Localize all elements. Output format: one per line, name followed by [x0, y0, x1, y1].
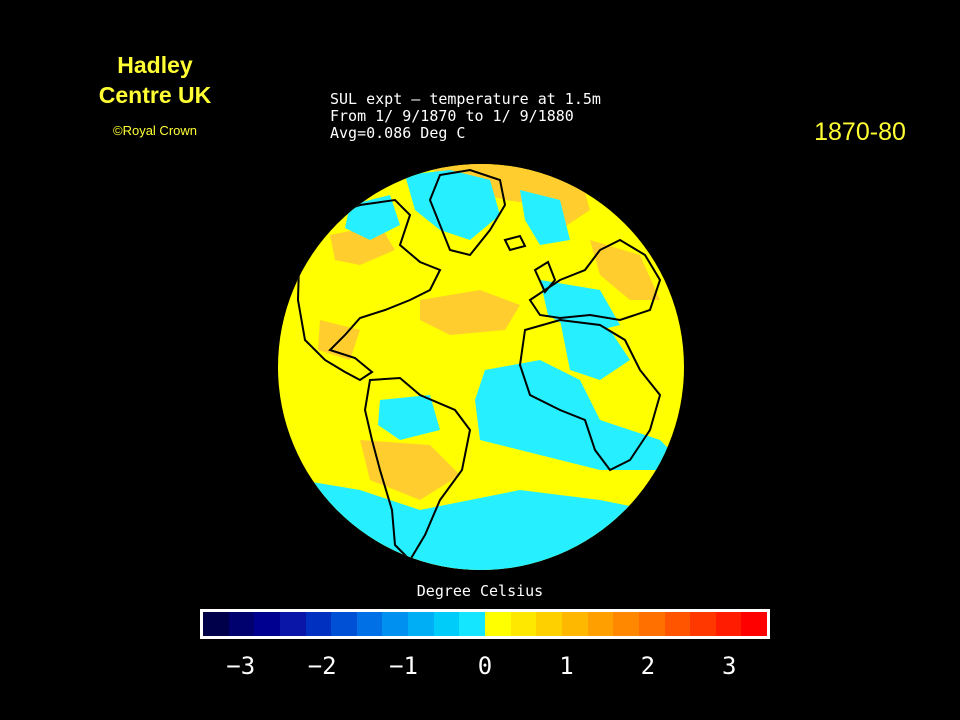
colorbar-swatch-14	[561, 612, 588, 636]
cool-patch-caribbean	[378, 395, 440, 440]
colorbar-swatch-6	[356, 612, 383, 636]
colorbar-swatch-12	[510, 612, 537, 636]
coast-iceland	[503, 234, 527, 252]
coast-north-america	[296, 198, 442, 382]
warm-patch-scandinavia	[590, 240, 660, 300]
cool-patch-europe	[540, 280, 620, 335]
colorbar	[200, 609, 770, 639]
map-title-line2: From 1/ 9/1870 to 1/ 9/1880	[330, 107, 574, 125]
coastlines	[296, 168, 662, 562]
credit-title: Hadley Centre UK	[60, 50, 250, 110]
colorbar-label: Degree Celsius	[416, 582, 544, 600]
colorbar-tick-1: −2	[307, 652, 337, 680]
colorbar-tick-0: −3	[226, 652, 256, 680]
colorbar-swatch-10	[459, 612, 486, 636]
colorbar-swatch-1	[228, 612, 255, 636]
coast-greenland	[428, 168, 507, 257]
colorbar-swatch-9	[433, 612, 460, 636]
credit-title-line2: Centre UK	[98, 82, 212, 108]
colorbar-swatch-8	[408, 612, 434, 636]
colorbar-swatch-4	[305, 612, 332, 636]
colorbar-swatch-2	[254, 612, 280, 636]
cool-patch-arctic-east	[520, 190, 570, 245]
coast-south-america	[363, 376, 472, 562]
colorbar-swatch-21	[741, 612, 768, 636]
cool-patch-greenland	[405, 170, 500, 240]
colorbar-swatch-20	[715, 612, 742, 636]
warm-patch-atlantic	[420, 290, 520, 335]
map-title: SUL expt – temperature at 1.5m From 1/ 9/…	[330, 91, 650, 142]
colorbar-tick-6: 3	[722, 652, 737, 680]
map-title-line3: Avg=0.086 Deg C	[330, 124, 466, 142]
colorbar-swatch-3	[279, 612, 306, 636]
colorbar-swatch-0	[203, 612, 229, 636]
colorbar-swatch-16	[613, 612, 639, 636]
colorbar-swatch-11	[485, 612, 511, 636]
cool-patch-tropical-atlantic	[475, 360, 684, 470]
colorbar-swatch-15	[587, 612, 614, 636]
colorbar-tick-4: 1	[559, 652, 574, 680]
cool-patch-africa	[560, 320, 630, 380]
cool-patch-south-atlantic	[300, 480, 684, 570]
copyright-text: ©Royal Crown	[113, 123, 197, 138]
coast-britain	[533, 260, 557, 294]
colorbar-tick-5: 2	[640, 652, 656, 680]
coast-europe	[528, 238, 662, 322]
colorbar-swatch-5	[331, 612, 357, 636]
colorbar-tick-2: −1	[389, 652, 419, 680]
period-label: 1870-80	[814, 118, 906, 146]
colorbar-ticks: −3 −2 −1 0 1 2 3	[200, 652, 770, 682]
colorbar-swatch-17	[638, 612, 665, 636]
colorbar-swatch-13	[536, 612, 562, 636]
colorbar-swatch-7	[382, 612, 409, 636]
colorbar-swatch-19	[690, 612, 716, 636]
map-title-line1: SUL expt – temperature at 1.5m	[330, 90, 601, 108]
credit-title-line1: Hadley	[117, 52, 193, 78]
coast-africa	[518, 318, 662, 472]
colorbar-tick-3: 0	[477, 652, 493, 680]
colorbar-swatch-18	[664, 612, 691, 636]
